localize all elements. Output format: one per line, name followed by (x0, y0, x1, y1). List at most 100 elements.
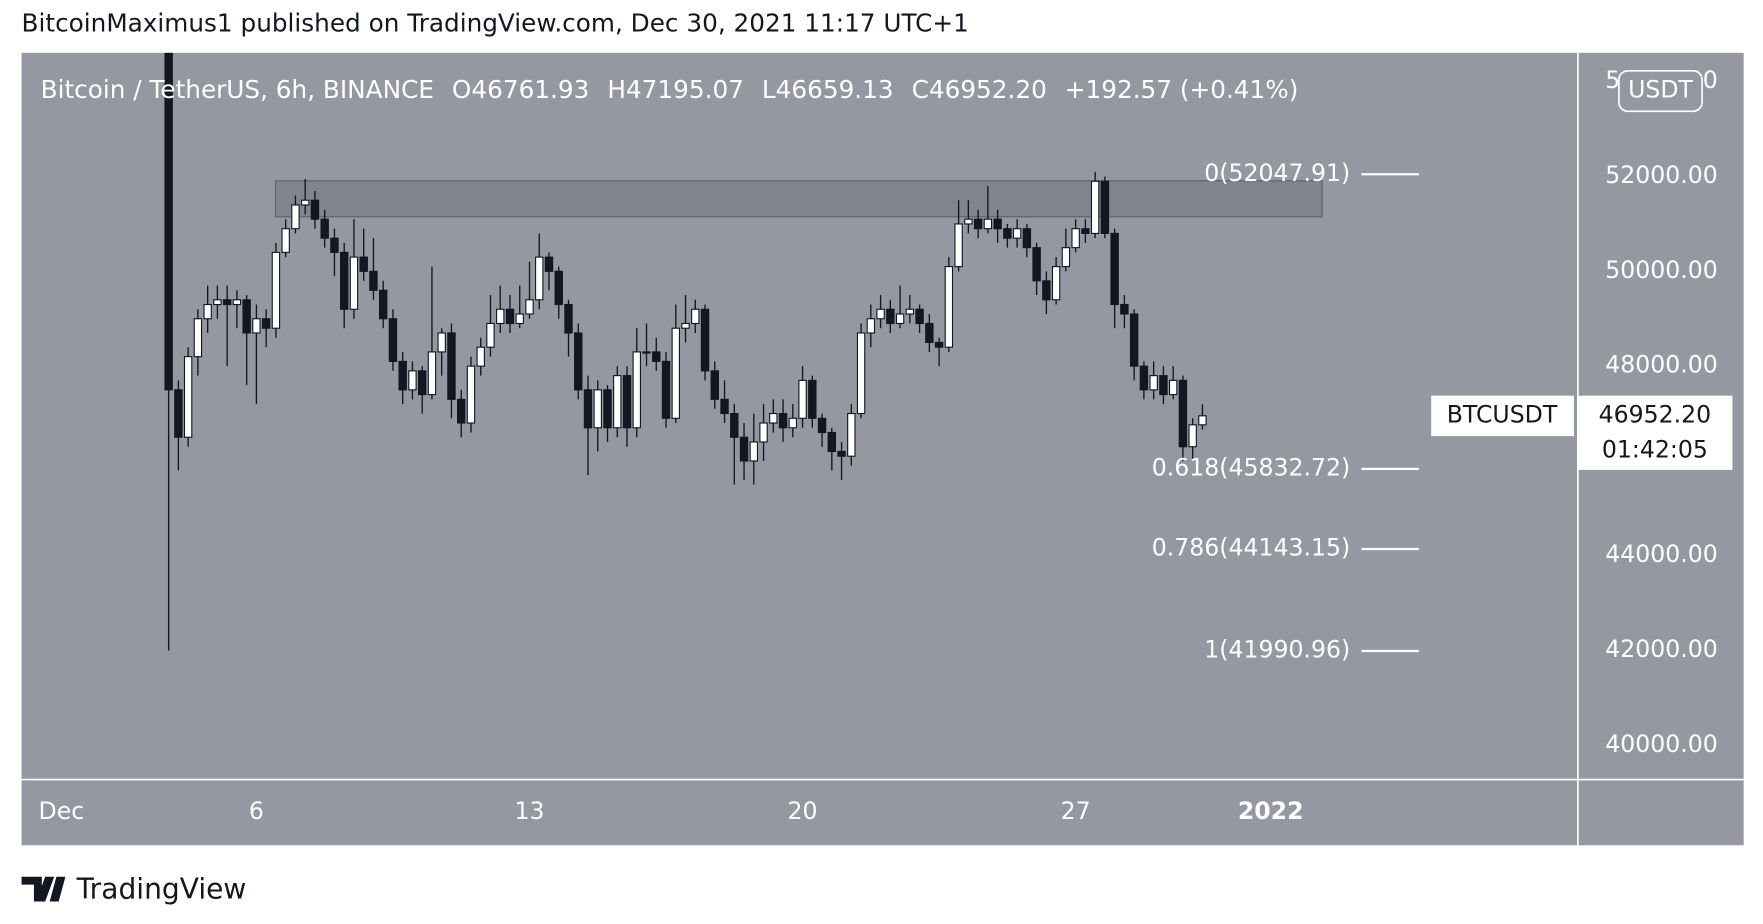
brand-logo (21, 876, 66, 902)
candle-body (983, 218, 993, 230)
legend-key: O (452, 75, 471, 104)
resistance-zone (274, 180, 1323, 218)
candle-body (291, 204, 300, 230)
price-labels: BTCUSDT 46952.20 01:42:05 (1431, 395, 1733, 470)
candle-body (203, 303, 212, 320)
candle-body (964, 218, 973, 225)
candle-body (349, 256, 359, 310)
x-tick-label: 6 (249, 797, 264, 825)
candle-body (749, 441, 759, 462)
candle-body (515, 313, 524, 325)
candle-body (320, 218, 329, 239)
candle-body (457, 398, 466, 424)
candle-body (252, 318, 261, 334)
candle-body (1012, 228, 1022, 239)
candle-body (417, 370, 427, 396)
y-tick-label: 42000.00 (1605, 635, 1718, 663)
countdown: 01:42:05 (1602, 435, 1708, 463)
candle-body (739, 436, 749, 462)
candle-body (496, 308, 505, 325)
candle-body (856, 332, 866, 415)
currency-button[interactable]: USDT (1618, 69, 1703, 113)
candle-body (427, 351, 437, 396)
x-tick-label: 13 (514, 797, 544, 825)
candle-body (847, 412, 856, 457)
candle-body (1061, 247, 1071, 268)
candle-body (1071, 228, 1080, 249)
candle-body (671, 327, 680, 419)
candle-body (973, 218, 983, 230)
candle-body (388, 318, 398, 362)
chart-background (21, 52, 1744, 846)
x-tick-label: 20 (788, 797, 818, 825)
candle-body (593, 389, 602, 429)
candle-body (886, 308, 895, 325)
candle-body (944, 266, 954, 348)
candle-body (700, 308, 710, 372)
fib-level-label: 0.618(45832.72) (1152, 453, 1351, 481)
candle-body (525, 299, 534, 315)
x-tick-label: 2022 (1238, 797, 1304, 825)
candle-body (613, 375, 622, 429)
legend-symbol: Bitcoin / TetherUS, 6h, BINANCE (41, 75, 434, 104)
candle-body (632, 351, 641, 429)
candle-body (652, 351, 661, 362)
candle-body (1090, 180, 1100, 234)
candle-body (359, 256, 368, 272)
candle-body (466, 365, 476, 424)
candle-body (691, 308, 700, 325)
candle-body (447, 332, 456, 400)
overlay: 0(52047.91) 0.618(45832.72) 0.786(44143.15… (1152, 159, 1419, 663)
brand-name: TradingView (76, 872, 247, 905)
candle-body (486, 322, 495, 348)
legend-key: L (762, 75, 776, 104)
last-price-box (1578, 395, 1733, 470)
candle-body (778, 412, 788, 429)
candle-body (339, 251, 349, 310)
candle-body (174, 389, 183, 438)
candle-body (1100, 180, 1110, 234)
candle-body (866, 318, 876, 334)
symbol-label: BTCUSDT (1447, 400, 1558, 428)
candle-body (1042, 280, 1051, 301)
candle-body (574, 332, 583, 391)
candle-body (1003, 228, 1012, 239)
currency-button-label[interactable]: USDT (1628, 76, 1693, 104)
candle-body (310, 199, 320, 220)
candle-body (1168, 379, 1178, 396)
candle-body (1139, 365, 1149, 391)
candle-body (681, 322, 690, 329)
candle-body (544, 256, 554, 272)
candle-body (798, 379, 807, 419)
brand: TradingView (21, 872, 247, 905)
symbol-label-box (1431, 395, 1574, 437)
candle-body (1188, 424, 1197, 448)
candle-body (642, 351, 651, 354)
plot-area (164, 52, 1323, 651)
candle-body (583, 389, 593, 429)
candle-body (817, 417, 827, 434)
y-tick-label: 40000.00 (1605, 730, 1718, 758)
candle-body (554, 270, 563, 306)
candle-body (408, 370, 417, 391)
candle-body (730, 412, 739, 438)
candle-body (769, 412, 778, 424)
candle-body (837, 450, 846, 457)
candle-body (300, 199, 310, 206)
legend-value: 46952.20 (929, 75, 1047, 104)
candle-body (330, 237, 339, 253)
candle-body (1081, 228, 1090, 234)
x-tick-label: 27 (1061, 797, 1091, 825)
candle-body (661, 360, 671, 419)
legend-change: +192.57 (+0.41%) (1065, 75, 1299, 104)
y-tick-label: 52000.00 (1605, 161, 1718, 189)
last-price: 46952.20 (1599, 400, 1712, 428)
candle-body (271, 251, 281, 329)
legend-value: 46659.13 (776, 75, 894, 104)
candle-body (369, 270, 378, 291)
candle-body (222, 299, 232, 306)
candle-body (378, 289, 388, 320)
fib-level-label: 0(52047.91) (1204, 159, 1350, 187)
currency-button-box[interactable] (1618, 69, 1703, 113)
